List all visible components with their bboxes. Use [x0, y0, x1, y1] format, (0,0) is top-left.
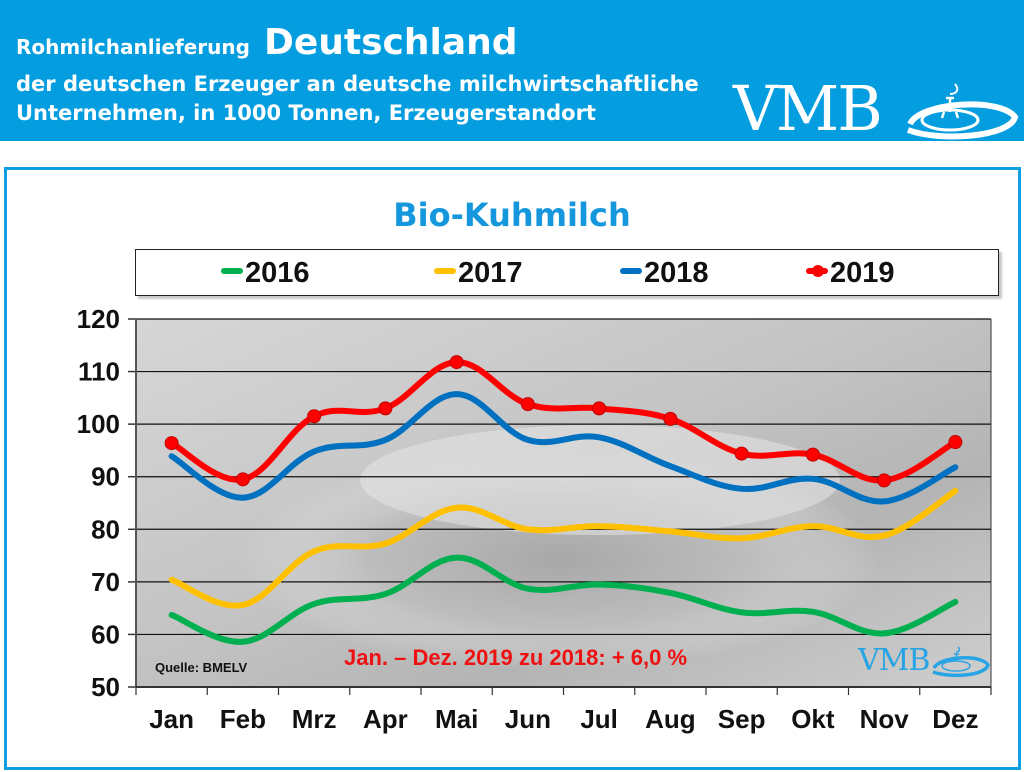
- header-subtitle-line1: der deutschen Erzeuger an deutsche milch…: [16, 72, 699, 96]
- chart-panel: [4, 167, 1021, 770]
- data-point-2019-Feb: [235, 472, 250, 487]
- chart-title: Bio-Kuhmilch: [393, 196, 631, 234]
- data-point-2019-Nov: [877, 473, 892, 488]
- header-title-small: Rohmilchanlieferung: [16, 35, 250, 59]
- axes: 50 60 70 80 90 100 110 120 Jan Feb Mrz Apr Mai Jun Jul…: [77, 304, 992, 734]
- x-tick-label: Feb: [220, 704, 266, 734]
- data-point-2019-Jun: [520, 397, 535, 412]
- legend-label-2018: 2018: [644, 257, 709, 289]
- data-point-2019-Mai: [449, 355, 464, 370]
- legend-swatch-2019: [806, 265, 828, 278]
- series-2019: [164, 355, 963, 488]
- data-point-2019-Okt: [805, 447, 820, 462]
- x-tick-label: Apr: [363, 704, 408, 734]
- series-2018: [168, 391, 959, 505]
- y-tick-label: 110: [78, 357, 120, 387]
- y-tick-label: 60: [91, 619, 120, 649]
- x-tick-label: Sep: [718, 704, 766, 734]
- vmb-logo-text: VMB: [733, 72, 883, 145]
- x-tick-label: Aug: [645, 704, 696, 734]
- y-tick-label: 80: [91, 514, 120, 544]
- legend-label-2017: 2017: [458, 257, 523, 289]
- series-line-2018: [168, 391, 959, 505]
- y-tick-label: 70: [91, 567, 120, 597]
- series-2016: [168, 554, 959, 645]
- data-point-2019-Jul: [592, 401, 607, 416]
- x-tick-label: Nov: [860, 704, 910, 734]
- x-tick-label: Dez: [932, 704, 978, 734]
- legend-label-2019: 2019: [830, 257, 895, 289]
- data-point-2019-Mrz: [307, 409, 322, 424]
- header-title: Rohmilchanlieferung Deutschland: [16, 22, 518, 63]
- legend-item-2017: 2017: [434, 257, 523, 290]
- data-point-2019-Sep: [734, 446, 749, 461]
- header-subtitle-line2: Unternehmen, in 1000 Tonnen, Erzeugersta…: [16, 101, 596, 125]
- x-tick-label: Jun: [505, 704, 551, 734]
- x-tick-label: Okt: [791, 704, 835, 734]
- legend-item-2018: 2018: [620, 257, 709, 290]
- legend-swatch-2017: [434, 268, 456, 275]
- data-point-2019-Dez: [948, 435, 963, 450]
- x-tick-label: Jul: [580, 704, 618, 734]
- vmb-watermark-icon: [932, 646, 990, 678]
- x-tick-label: Mrz: [292, 704, 337, 734]
- vmb-watermark-text: VMB: [858, 643, 930, 678]
- header-title-country: Deutschland: [263, 22, 518, 63]
- series-line-2017: [168, 487, 959, 609]
- legend-marker-2019: [812, 265, 824, 278]
- source-label: Quelle: BMELV: [155, 660, 248, 675]
- y-tick-label: 90: [91, 462, 120, 492]
- legend-label-2016: 2016: [245, 257, 310, 289]
- y-tick-label: 120: [77, 304, 120, 334]
- legend-item-2016: 2016: [221, 257, 310, 290]
- annotation-yoy-change: Jan. – Dez. 2019 zu 2018: + 6,0 %: [344, 645, 688, 670]
- series-lines: [164, 355, 963, 645]
- series-2017: [168, 487, 959, 609]
- y-tick-label: 100: [77, 409, 120, 439]
- series-line-2016: [168, 554, 959, 645]
- legend-swatch-2016: [221, 268, 243, 275]
- milk-splash-highlight: [360, 425, 840, 535]
- x-tick-label: Jan: [149, 704, 194, 734]
- legend-item-2019: 2019: [806, 257, 895, 290]
- series-line-2019: [168, 359, 959, 484]
- y-tick-label: 50: [91, 672, 120, 702]
- x-tick-label: Mai: [435, 704, 478, 734]
- header-banner: Rohmilchanlieferung Deutschland der deuts…: [0, 0, 1024, 141]
- vmb-logo-icon: [906, 83, 1019, 140]
- legend-swatch-2018: [620, 268, 642, 275]
- data-point-2019-Aug: [663, 411, 678, 426]
- data-point-2019-Apr: [378, 401, 393, 416]
- data-point-2019-Jan: [164, 436, 179, 451]
- chart-legend: 2016 2017 2018 2019: [135, 249, 999, 296]
